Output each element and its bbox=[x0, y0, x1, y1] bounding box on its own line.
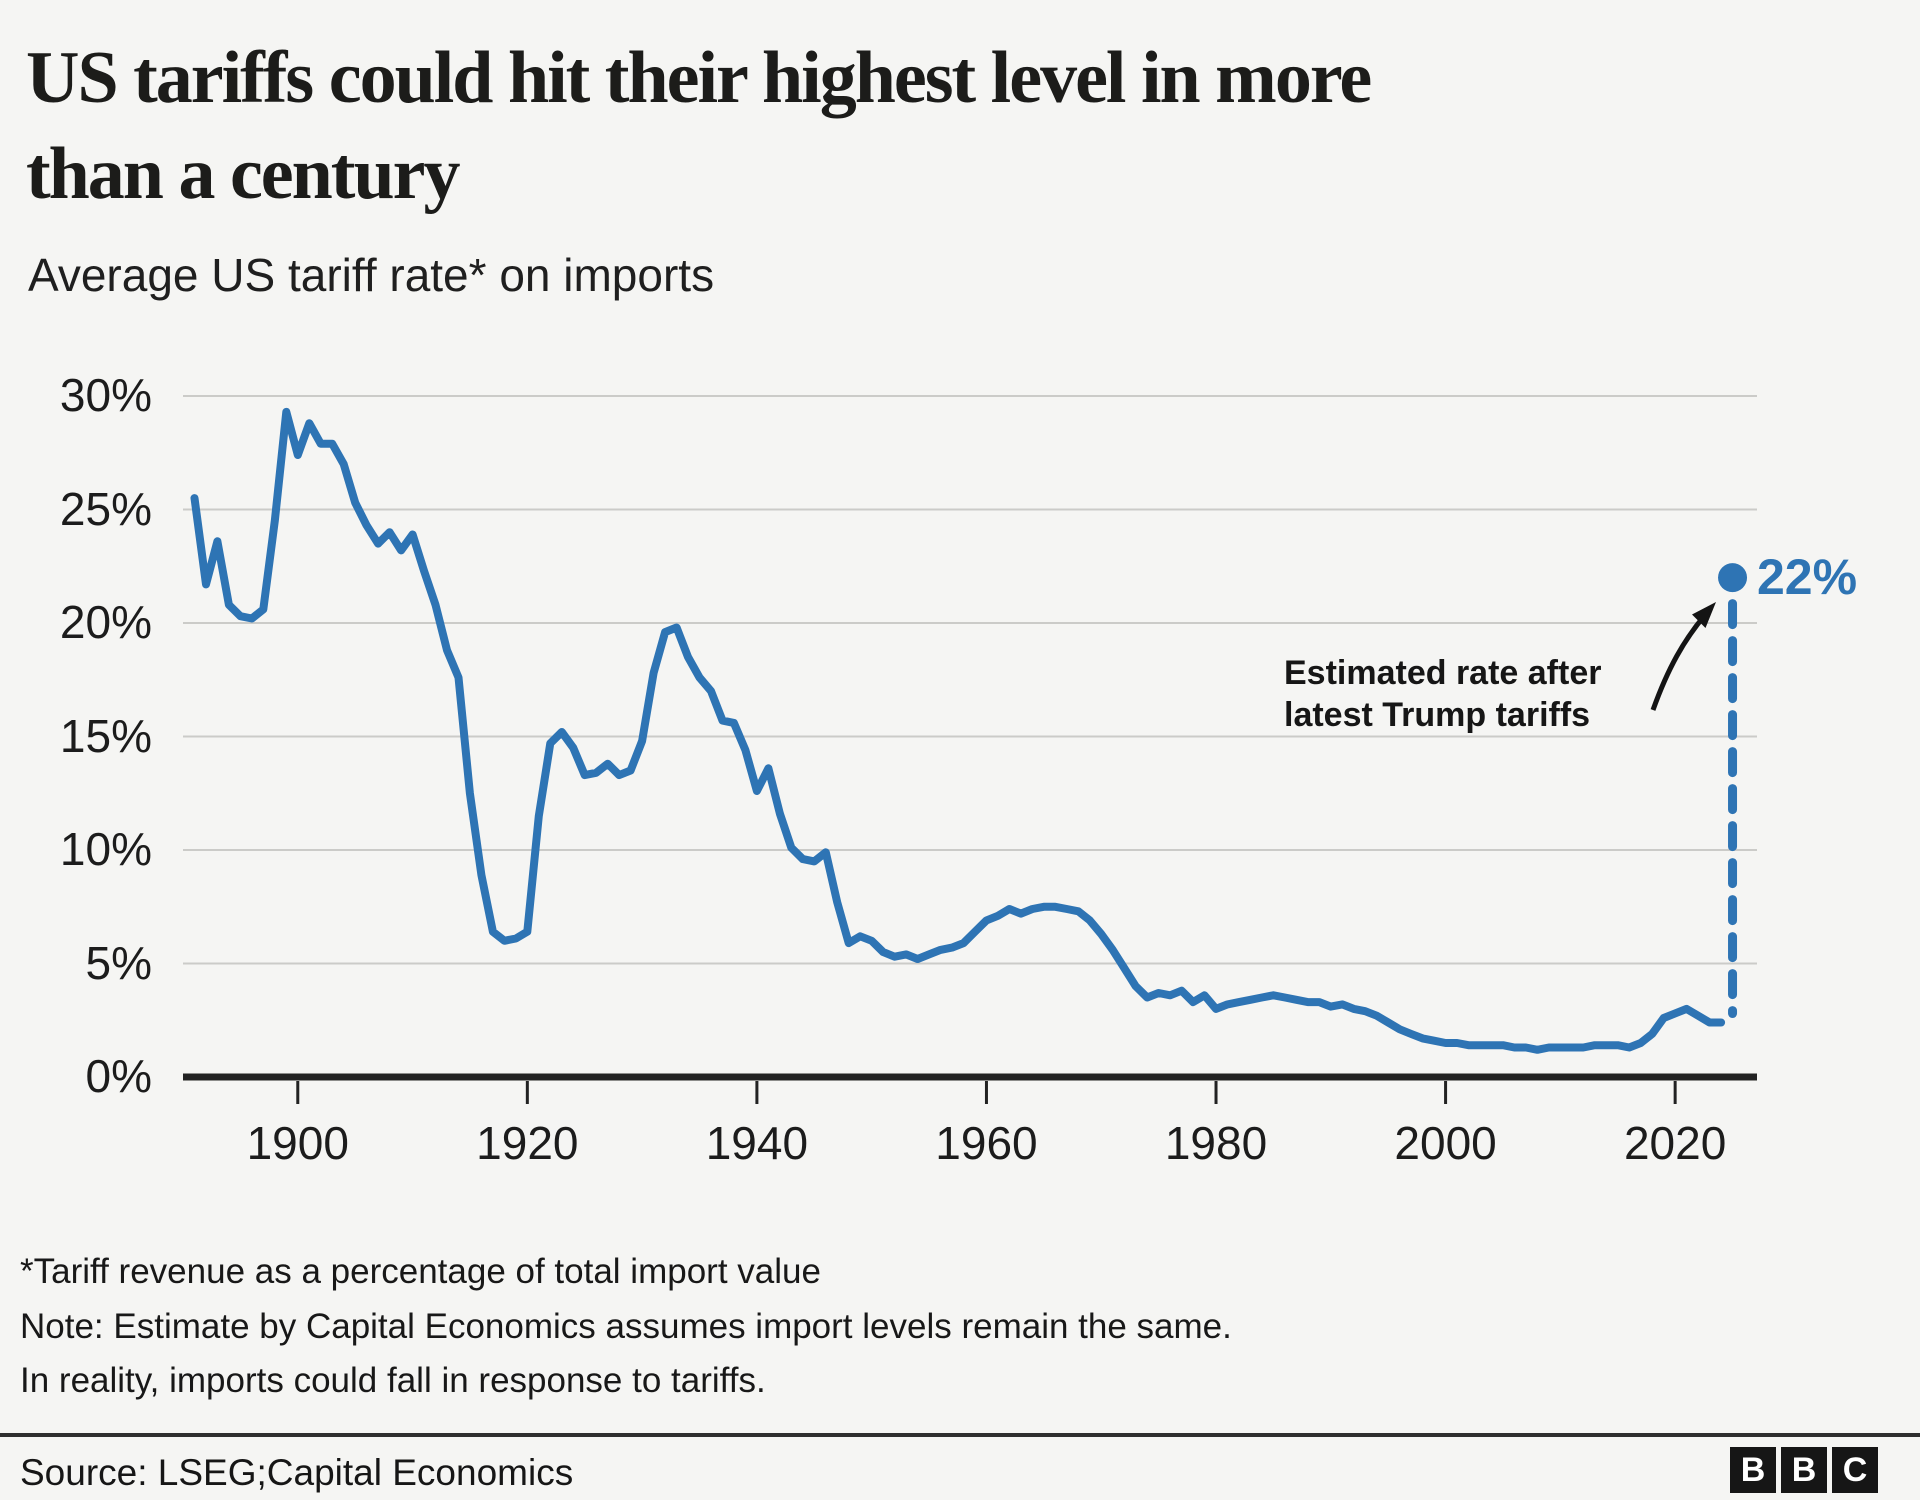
x-axis-label-2000: 2000 bbox=[1394, 1117, 1497, 1169]
x-axis-label-1960: 1960 bbox=[935, 1117, 1038, 1169]
annotation-arrowhead bbox=[1692, 602, 1716, 628]
page-title-line-2: than a century bbox=[26, 133, 460, 215]
footer-divider bbox=[0, 1433, 1920, 1437]
bbc-logo-block-b2: B bbox=[1781, 1447, 1827, 1493]
y-axis-label-10%: 10% bbox=[59, 822, 152, 875]
x-axis-label-1920: 1920 bbox=[476, 1117, 579, 1169]
y-axis-label-15%: 15% bbox=[59, 709, 152, 762]
bbc-logo-block-b1: B bbox=[1730, 1447, 1776, 1493]
x-axis-label-1900: 1900 bbox=[246, 1117, 349, 1169]
footnote-note-line-2: In reality, imports could fall in respon… bbox=[20, 1361, 766, 1400]
page-title-line-1: US tariffs could hit their highest level… bbox=[26, 37, 1372, 119]
bbc-logo: B B C bbox=[1730, 1447, 1878, 1493]
chart-subtitle: Average US tariff rate* on imports bbox=[28, 249, 715, 301]
estimate-annotation-line-2: latest Trump tariffs bbox=[1284, 696, 1591, 734]
bbc-logo-block-c: C bbox=[1832, 1447, 1878, 1493]
source-credit: Source: LSEG;Capital Economics bbox=[20, 1452, 574, 1493]
y-axis-label-20%: 20% bbox=[59, 595, 152, 648]
estimate-value-label: 22% bbox=[1757, 548, 1858, 605]
x-axis-label-1940: 1940 bbox=[705, 1117, 809, 1169]
estimate-dot bbox=[1718, 563, 1748, 593]
x-axis-label-1980: 1980 bbox=[1164, 1117, 1268, 1169]
y-axis-label-5%: 5% bbox=[85, 936, 152, 989]
x-axis-label-2020: 2020 bbox=[1623, 1117, 1727, 1169]
estimate-annotation-line-1: Estimated rate after bbox=[1284, 654, 1602, 692]
footnote-note-line-1: Note: Estimate by Capital Economics assu… bbox=[20, 1307, 1232, 1346]
y-axis-label-0%: 0% bbox=[85, 1049, 152, 1102]
tariff-rate-line bbox=[190, 407, 1726, 1054]
footnote-definition: *Tariff revenue as a percentage of total… bbox=[20, 1252, 821, 1291]
annotation-arrow bbox=[1650, 613, 1707, 711]
y-axis-label-25%: 25% bbox=[59, 482, 152, 535]
y-axis-label-30%: 30% bbox=[59, 368, 152, 421]
